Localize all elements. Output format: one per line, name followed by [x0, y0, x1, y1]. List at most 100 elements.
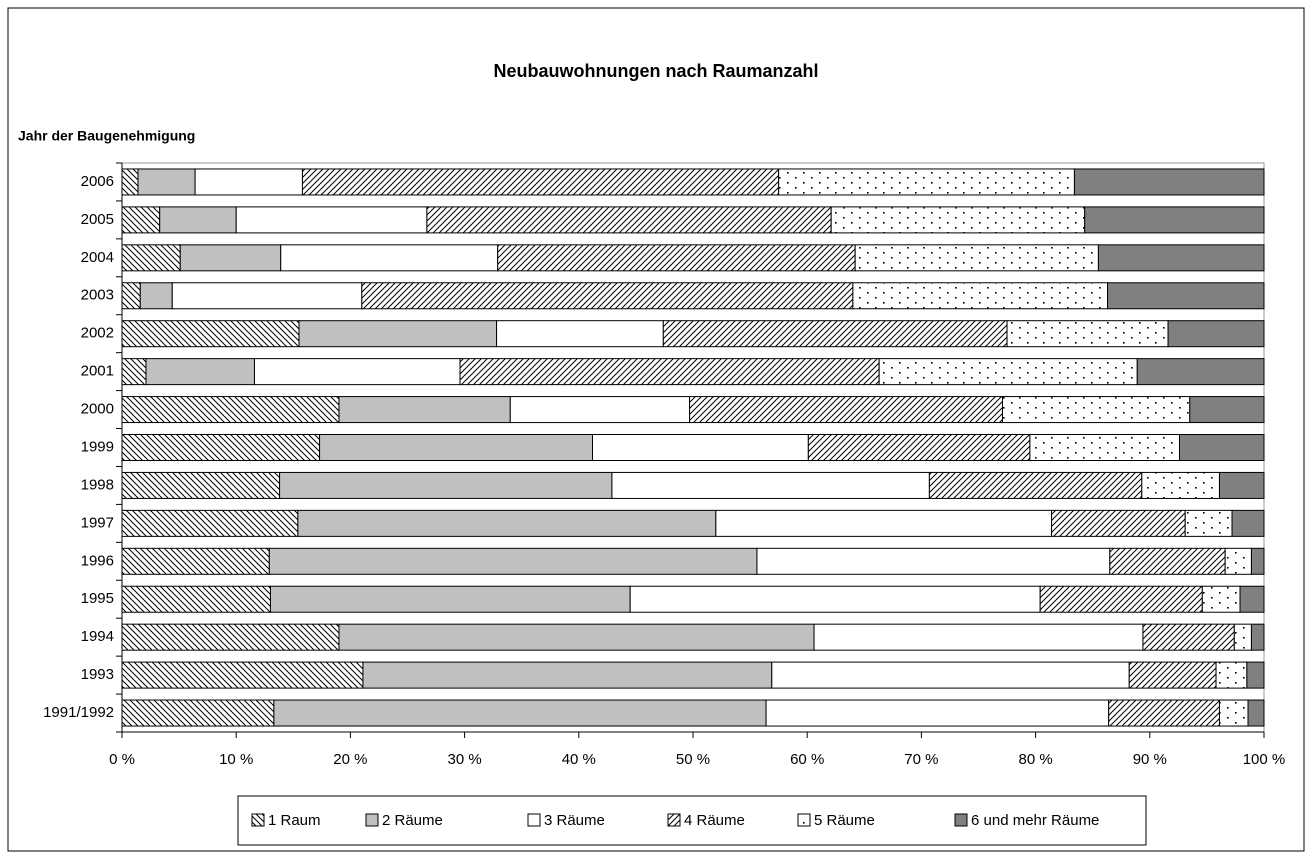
legend-swatch — [954, 813, 968, 827]
bar-segment — [1039, 585, 1203, 613]
y-tick-label: 1994 — [81, 628, 114, 645]
x-tick-label: 90 % — [1133, 751, 1167, 768]
bar-segment — [121, 623, 340, 651]
bar-segment — [1201, 585, 1241, 613]
bar-segment — [121, 661, 364, 689]
bar-segment — [297, 509, 717, 537]
y-tick-label: 1991/1992 — [43, 704, 114, 721]
bar-segment — [139, 282, 173, 310]
bar-segment — [1184, 509, 1233, 537]
bar-segment — [280, 244, 499, 272]
bar-segment — [1001, 396, 1191, 424]
legend-swatch — [667, 813, 681, 827]
bar-segment — [1108, 699, 1220, 727]
bar-segment — [121, 206, 161, 234]
bar-segment — [159, 206, 237, 234]
bar-segment — [121, 699, 275, 727]
bar-segment — [1215, 661, 1248, 689]
bar-segment — [592, 434, 809, 461]
chart-title: Neubauwohnungen nach Raumanzahl — [493, 61, 818, 81]
bar-segment — [1141, 471, 1220, 499]
bar-segment — [756, 547, 1111, 575]
bar-segment — [121, 320, 300, 348]
bar-segment — [771, 661, 1130, 689]
y-axis-label: Jahr der Baugenehmigung — [18, 128, 195, 144]
bar-segment — [426, 206, 832, 234]
bar-segment — [1231, 509, 1265, 537]
x-tick-label: 0 % — [109, 751, 135, 768]
bar-segment — [279, 471, 613, 499]
bar-segment — [145, 358, 255, 386]
bar-segment — [121, 471, 281, 499]
y-tick-label: 2002 — [81, 325, 114, 342]
bar-segment — [121, 509, 299, 537]
x-tick-label: 80 % — [1018, 751, 1052, 768]
bar-segment — [1107, 282, 1265, 310]
bar-segment — [1224, 547, 1252, 575]
bar-segment — [1136, 358, 1265, 386]
y-tick-label: 1999 — [81, 438, 114, 455]
bar-segment — [878, 358, 1138, 386]
bar-segment — [1084, 206, 1265, 234]
x-tick-label: 20 % — [333, 751, 367, 768]
bar-segment — [1006, 320, 1169, 348]
bar-segment — [509, 396, 691, 424]
bar-segment — [269, 585, 631, 613]
legend-label: 5 Räume — [814, 812, 875, 829]
bar-segment — [662, 320, 1008, 348]
legend-swatch — [251, 813, 265, 827]
bar-segment — [807, 434, 1031, 461]
bar-segment — [137, 168, 196, 196]
bar-segment — [1239, 585, 1265, 613]
y-tick-label: 2003 — [81, 287, 114, 304]
bar-segment — [459, 358, 880, 386]
bar-segment — [268, 547, 758, 575]
bar-segment — [319, 434, 594, 461]
bar-segment — [171, 282, 363, 310]
bar-segment — [194, 168, 303, 196]
x-tick-label: 50 % — [676, 751, 710, 768]
y-tick-label: 2005 — [81, 211, 114, 228]
bar-segment — [338, 623, 815, 651]
bar-segment — [928, 471, 1143, 499]
bar-segment — [1247, 699, 1265, 727]
legend-label: 3 Räume — [544, 812, 605, 829]
y-tick-label: 2001 — [81, 363, 114, 380]
bar-segment — [121, 585, 271, 613]
bar-segment — [235, 206, 428, 234]
bar-segment — [121, 434, 321, 461]
bar-segment — [1233, 623, 1252, 651]
y-tick-label: 2004 — [81, 249, 114, 266]
bar-segment — [497, 244, 856, 272]
bar-segment — [830, 206, 1086, 234]
bar-segment — [121, 168, 139, 196]
x-tick-label: 10 % — [219, 751, 253, 768]
bar-segment — [689, 396, 1003, 424]
x-tick-label: 30 % — [447, 751, 481, 768]
bar-segment — [273, 699, 767, 727]
legend-swatch — [527, 813, 541, 827]
bar-segment — [1250, 547, 1265, 575]
bar-segment — [813, 623, 1144, 651]
bar-segment — [179, 244, 282, 272]
bar-segment — [361, 282, 854, 310]
bar-segment — [496, 320, 664, 348]
y-tick-label: 2000 — [81, 401, 114, 418]
bar-segment — [298, 320, 498, 348]
legend-label: 1 Raum — [268, 812, 321, 829]
bar-segment — [1218, 699, 1249, 727]
legend-box — [237, 795, 1147, 846]
bar-segment — [1109, 547, 1226, 575]
bar-segment — [854, 244, 1099, 272]
bar-segment — [338, 396, 511, 424]
bar-segment — [1051, 509, 1186, 537]
bar-segment — [1250, 623, 1265, 651]
bar-segment — [1097, 244, 1265, 272]
legend-label: 4 Räume — [684, 812, 745, 829]
x-tick-label: 60 % — [790, 751, 824, 768]
bar-segment — [121, 358, 147, 386]
bar-segment — [629, 585, 1041, 613]
legend-label: 6 und mehr Räume — [971, 812, 1099, 829]
bar-segment — [715, 509, 1053, 537]
